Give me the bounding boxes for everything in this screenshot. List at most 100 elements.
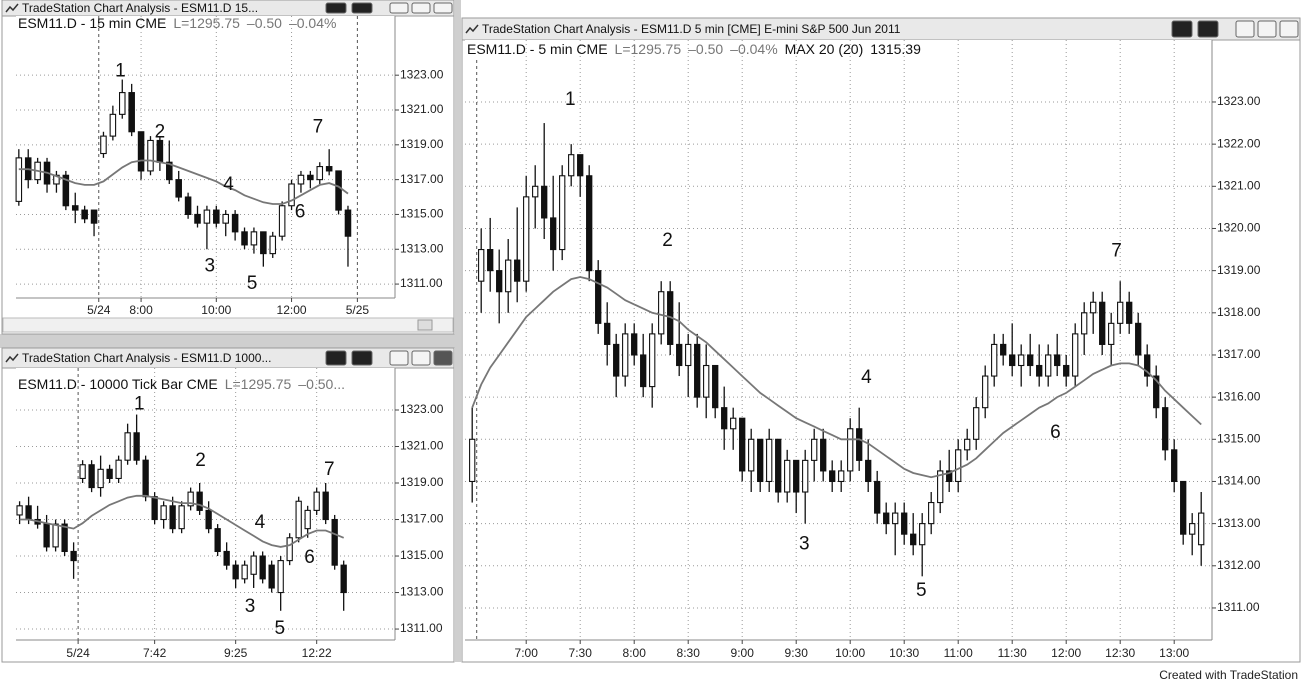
candle-body xyxy=(250,231,258,246)
title-button[interactable] xyxy=(1235,20,1255,38)
scrollbar[interactable] xyxy=(2,317,454,333)
candle-body xyxy=(676,343,683,367)
chart-header: ESM11.D - 5 min CME L=1295.75 –0.50 –0.04% M… xyxy=(467,41,921,57)
y-tick-label: 1319.00 xyxy=(400,137,444,151)
app-icon xyxy=(465,24,479,34)
annotation: 6 xyxy=(1050,422,1061,443)
title-button[interactable] xyxy=(389,2,409,14)
x-tick-label: 9:25 xyxy=(224,646,248,660)
candle-body xyxy=(259,555,266,580)
candle-body xyxy=(169,505,176,530)
header-item: ESM11.D - 15 min CME xyxy=(18,15,166,31)
title-button[interactable] xyxy=(351,350,373,366)
annotation: 5 xyxy=(247,273,258,294)
candle-body xyxy=(118,92,126,115)
candle-body xyxy=(178,505,185,530)
candle-body xyxy=(331,518,338,566)
annotation: 7 xyxy=(324,459,335,480)
title-button[interactable] xyxy=(351,2,373,14)
candle-body xyxy=(79,464,86,479)
moving-average xyxy=(19,494,345,548)
x-tick-label: 10:00 xyxy=(835,646,865,660)
x-tick-label: 7:30 xyxy=(569,646,593,660)
annotation: 4 xyxy=(223,174,234,195)
candle-body xyxy=(1036,364,1043,377)
candle-body xyxy=(133,432,140,461)
x-tick-label: 5/25 xyxy=(346,303,370,317)
title-button[interactable] xyxy=(411,350,431,366)
candle-body xyxy=(278,205,286,237)
title-button[interactable] xyxy=(411,2,431,14)
y-tick-label: 1323.00 xyxy=(400,402,444,416)
header-item: –0.50 xyxy=(688,41,723,57)
candle-body xyxy=(1027,354,1034,367)
candle-body xyxy=(550,217,557,251)
x-tick-label: 8:00 xyxy=(623,646,647,660)
candle-body xyxy=(115,459,122,479)
title-button[interactable] xyxy=(389,350,409,366)
candle-body xyxy=(820,438,827,472)
candle-body xyxy=(340,564,347,594)
candle-body xyxy=(973,407,980,440)
candle-body xyxy=(586,175,593,272)
candle-body xyxy=(685,343,692,367)
y-tick-label: 1314.00 xyxy=(1217,474,1261,488)
candle-body xyxy=(268,564,275,589)
candle-body xyxy=(232,564,239,580)
candle-body xyxy=(721,407,728,430)
scroll-thumb[interactable] xyxy=(417,319,433,331)
y-tick-label: 1315.00 xyxy=(1217,431,1261,445)
chart-window: TradeStation Chart Analysis - ESM11.D 5 … xyxy=(461,17,1301,663)
candle-body xyxy=(250,555,257,575)
candle-body xyxy=(1144,354,1151,377)
candle-body xyxy=(991,343,998,377)
candle-body xyxy=(313,491,320,511)
candle-body xyxy=(856,428,863,461)
candle-body xyxy=(910,533,917,546)
annotation: 3 xyxy=(245,596,256,617)
candle-body xyxy=(829,470,836,483)
candle-body xyxy=(15,157,23,202)
candle-body xyxy=(241,564,248,580)
title-button[interactable] xyxy=(433,350,453,366)
candle-body xyxy=(1198,512,1205,546)
candle-body xyxy=(214,528,221,553)
candle-body xyxy=(90,209,98,224)
title-button[interactable] xyxy=(325,350,347,366)
annotation: 6 xyxy=(304,547,315,568)
candle-body xyxy=(142,459,149,498)
title-button[interactable] xyxy=(1197,20,1219,38)
candle-body xyxy=(730,417,737,430)
y-tick-label: 1319.00 xyxy=(400,475,444,489)
title-button[interactable] xyxy=(1279,20,1299,38)
candle-body xyxy=(1072,333,1079,377)
chart-header: ESM11.D - 15 min CME L=1295.75 –0.50 –0.04% xyxy=(18,15,336,31)
title-button[interactable] xyxy=(325,2,347,14)
y-tick-label: 1321.00 xyxy=(1217,178,1261,192)
title-button[interactable] xyxy=(1171,20,1193,38)
annotation: 2 xyxy=(195,450,206,471)
annotation: 6 xyxy=(295,202,306,223)
y-tick-label: 1323.00 xyxy=(1217,94,1261,108)
candle-body xyxy=(277,560,284,594)
x-tick-label: 11:00 xyxy=(944,646,973,660)
title-button[interactable] xyxy=(1257,20,1277,38)
candle-body xyxy=(937,470,944,504)
y-tick-label: 1317.00 xyxy=(1217,347,1261,361)
title-button[interactable] xyxy=(433,2,453,14)
candle-body xyxy=(25,505,32,521)
candle-body xyxy=(766,438,773,483)
candle-body xyxy=(175,179,182,198)
header-item: ESM11.D - 10000 Tick Bar CME xyxy=(18,376,218,392)
candle-body xyxy=(838,470,845,483)
x-tick-label: 7:42 xyxy=(143,646,167,660)
chart-window: TradeStation Chart Analysis - ESM11.D 15… xyxy=(1,0,455,335)
x-tick-label: 9:30 xyxy=(785,646,809,660)
candle-body xyxy=(231,213,239,233)
candle-body xyxy=(640,354,647,388)
candle-body xyxy=(523,196,530,282)
candle-body xyxy=(81,209,88,220)
y-tick-label: 1316.00 xyxy=(1217,389,1261,403)
candle-body xyxy=(469,438,476,483)
candle-body xyxy=(147,139,154,172)
